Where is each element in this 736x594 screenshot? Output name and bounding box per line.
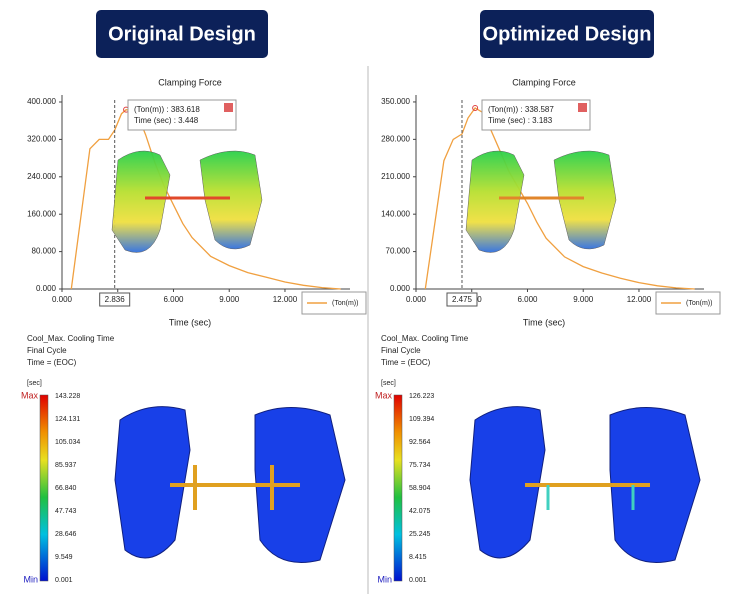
max-label: Max (375, 390, 393, 400)
x-tick-label: 9.000 (573, 295, 594, 304)
scale-label: 8.415 (409, 554, 427, 561)
tooltip-point (472, 105, 479, 112)
scale-label: 47.743 (55, 508, 77, 515)
x-tick-label: 12.000 (273, 295, 298, 304)
y-tick-label: 80.000 (32, 247, 57, 256)
result-title: Final Cycle (27, 346, 67, 355)
scale-label: 42.075 (409, 508, 431, 515)
unit-label: [sec] (27, 380, 42, 387)
scale-label: 25.245 (409, 531, 431, 538)
y-tick-label: 350.000 (381, 97, 410, 106)
cursor-label: 2.836 (105, 295, 126, 304)
cursor-box (446, 292, 478, 307)
scale-label: 9.549 (55, 554, 73, 561)
x-tick-label: 6.000 (517, 295, 538, 304)
scale-label: 126.223 (409, 393, 434, 400)
scale-label: 85.937 (55, 462, 77, 469)
scale-label: 124.131 (55, 416, 80, 423)
color-bar (393, 394, 403, 582)
result-title: Time = (EOC) (27, 358, 77, 367)
y-tick-label: 240.000 (27, 172, 56, 181)
scale-label: 75.734 (409, 462, 431, 469)
scale-label: 0.001 (55, 577, 73, 584)
result-title: Final Cycle (381, 346, 421, 355)
charts: Clamping Force 0.000 80.000 160.000 240.000 3… (27, 77, 721, 327)
legend-box (301, 291, 367, 315)
min-label: Min (23, 574, 38, 584)
x-tick-label: 0.000 (52, 295, 73, 304)
part-overlay (465, 150, 617, 253)
result-title: Cool_Max. Cooling Time (27, 334, 115, 343)
tooltip-text: Time (sec) : 3.448 (134, 116, 199, 125)
result-title: Cool_Max. Cooling Time (381, 334, 469, 343)
tooltip-close (224, 103, 233, 112)
y-tick-label: 70.000 (386, 247, 411, 256)
y-tick-label: 320.000 (27, 135, 56, 144)
x-tick-label: 6.000 (163, 295, 184, 304)
header-badge (96, 10, 268, 58)
scale-label: 105.034 (55, 439, 80, 446)
cursor-box (99, 292, 131, 307)
scale-label: 0.001 (409, 577, 427, 584)
scale-label: 66.840 (55, 485, 77, 492)
x-tick-label: 9.000 (219, 295, 240, 304)
tooltip-text: (Ton(m)) : 383.618 (134, 105, 200, 114)
x-tick-label: 12.000 (627, 295, 652, 304)
y-tick-label: 280.000 (381, 134, 410, 143)
part-overlay (111, 150, 263, 253)
y-tick-label: 160.000 (27, 209, 56, 218)
header-badge (480, 10, 654, 58)
y-tick-label: 0.000 (36, 284, 57, 293)
result-title: Time = (EOC) (381, 358, 431, 367)
results: Cool_Max. Cooling Time Final Cycle Time = … (21, 334, 469, 584)
scale-label: 58.904 (409, 485, 431, 492)
unit-label: [sec] (381, 380, 396, 387)
max-label: Max (21, 390, 39, 400)
scale-label: 109.394 (409, 416, 434, 423)
header: Original Design Optimized Design (96, 10, 654, 58)
y-tick-label: 400.000 (27, 97, 56, 106)
header-title: Original Design (108, 23, 256, 45)
legend-box (655, 291, 721, 315)
chart-title: Clamping Force (512, 77, 576, 87)
color-bar (39, 394, 49, 582)
tooltip-box (481, 99, 591, 131)
cursor-label: 2.475 (452, 295, 473, 304)
header-title: Optimized Design (483, 23, 652, 45)
tooltip-box (127, 99, 237, 131)
legend-label: (Ton(m)) (686, 300, 712, 307)
scale-label: 28.646 (55, 531, 77, 538)
tooltip-text: Time (sec) : 3.183 (488, 116, 553, 125)
chart-title: Clamping Force (158, 77, 222, 87)
x-tick-label: 0.000 (406, 295, 427, 304)
tooltip-close (578, 103, 587, 112)
y-tick-label: 0.000 (390, 284, 411, 293)
legend-label: (Ton(m)) (332, 300, 358, 307)
part-cooling (114, 406, 701, 563)
tooltip-text: (Ton(m)) : 338.587 (488, 105, 554, 114)
scale-label: 92.564 (409, 439, 431, 446)
scale-label: 143.228 (55, 393, 80, 400)
part-images (111, 150, 701, 563)
y-tick-label: 140.000 (381, 209, 410, 218)
x-axis-label: Time (sec) (523, 317, 565, 327)
min-label: Min (377, 574, 392, 584)
y-tick-label: 210.000 (381, 172, 410, 181)
x-axis-label: Time (sec) (169, 317, 211, 327)
